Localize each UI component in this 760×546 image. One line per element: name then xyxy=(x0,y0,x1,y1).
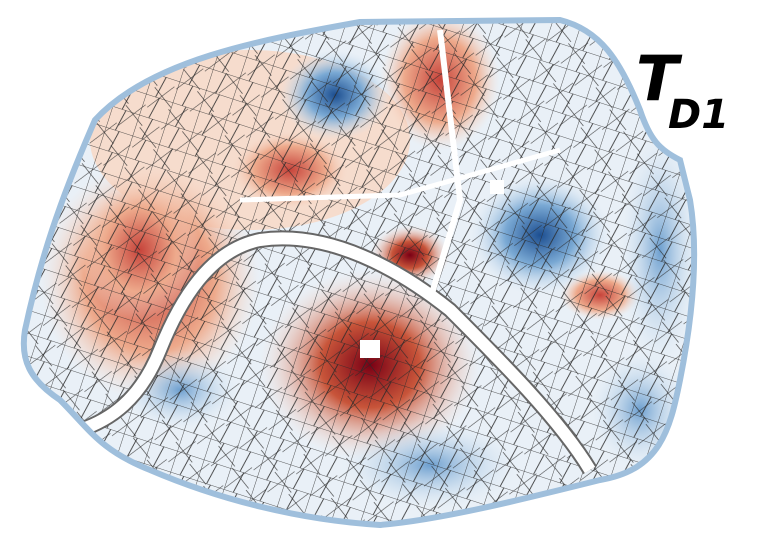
map-label: T xyxy=(636,42,683,115)
city-boundary xyxy=(20,16,698,529)
map-label-subscript: D1 xyxy=(668,92,729,138)
